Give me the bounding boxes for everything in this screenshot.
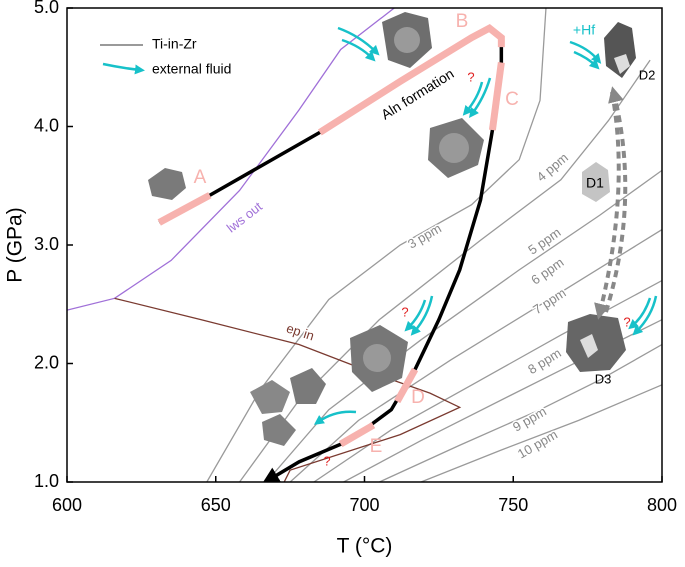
legend-label: Ti-in-Zr [152, 36, 197, 52]
grain-core [580, 334, 598, 358]
zircon-grains [148, 12, 636, 446]
annotation: ? [467, 69, 474, 84]
y-tick-label: 2.0 [34, 352, 59, 372]
fluid-arrow [337, 26, 380, 56]
series-label: 3 ppm [405, 221, 444, 252]
legend-swatch [102, 62, 145, 75]
fluid-arrow [341, 38, 376, 62]
x-axis-label: T (°C) [337, 535, 393, 558]
grain-core [439, 133, 469, 163]
fluid-arrow [469, 77, 492, 119]
series-label: 4 ppm [534, 150, 571, 185]
grain-core [363, 344, 391, 372]
y-tick-label: 1.0 [34, 471, 59, 491]
pt-segment [488, 62, 505, 131]
grain [290, 368, 326, 404]
annotation: D2 [639, 67, 656, 82]
reaction-line [114, 297, 462, 482]
dashed-arrow [604, 86, 628, 313]
pt-segment [338, 422, 376, 448]
fluid-arrow [569, 40, 602, 64]
series-label: C [505, 89, 519, 110]
fluid-arrow [462, 81, 484, 116]
pt-segment [157, 192, 212, 226]
series-label: A [194, 167, 207, 188]
grain [262, 414, 296, 446]
y-axis-label: P (GPa) [4, 207, 27, 282]
grain-core [394, 27, 420, 53]
series-label: B [456, 11, 469, 32]
annotation: D1 [586, 175, 604, 191]
grain [566, 314, 626, 372]
annotation: ? [401, 304, 408, 319]
series-label: lws out [224, 199, 265, 236]
fluid-arrows [313, 26, 658, 425]
annotation: D3 [595, 371, 612, 386]
series-label: 7 ppm [530, 285, 568, 317]
y-tick-label: 5.0 [34, 0, 59, 17]
fluid-arrow [632, 295, 658, 336]
y-tick-label: 4.0 [34, 115, 59, 135]
fluid-arrow [573, 50, 600, 70]
series-label: E [370, 436, 383, 457]
x-tick-label: 750 [498, 495, 528, 515]
plot-lines [67, 8, 662, 482]
annotation: ? [323, 453, 330, 468]
legend-label: external fluid [152, 61, 231, 77]
x-tick-label: 650 [201, 495, 231, 515]
isopleth [289, 229, 662, 482]
annotation: ? [623, 314, 630, 329]
dashed-arrow [594, 91, 621, 320]
x-tick-label: 800 [647, 495, 677, 515]
fluid-arrow [628, 297, 652, 330]
series-label: 9 ppm [510, 404, 549, 435]
pt-segment [318, 23, 505, 136]
plot-frame [66, 7, 663, 483]
grain [250, 380, 290, 414]
isopleth [379, 343, 662, 482]
x-tick-label: 600 [52, 495, 82, 515]
annotation: +Hf [573, 22, 595, 38]
pt-segment [394, 367, 419, 404]
isopleth [206, 8, 547, 482]
series-label: ep in [285, 320, 316, 343]
y-tick-label: 3.0 [34, 234, 59, 254]
grain [148, 168, 186, 200]
x-tick-label: 700 [349, 495, 379, 515]
reaction-line [67, 8, 395, 311]
series-label: D [411, 387, 425, 408]
isopleth [420, 384, 662, 482]
fluid-arrow [313, 410, 357, 425]
fluid-arrow [410, 295, 434, 336]
grain-core [614, 54, 630, 74]
fluid-arrow [404, 299, 427, 332]
grain [582, 162, 610, 202]
